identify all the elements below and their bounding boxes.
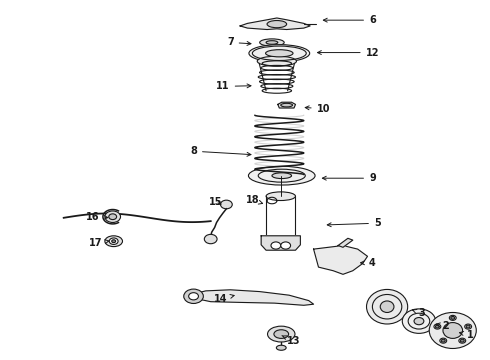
Text: 16: 16 (86, 212, 108, 222)
Ellipse shape (429, 312, 476, 348)
Circle shape (459, 338, 466, 343)
Text: 6: 6 (323, 15, 376, 25)
Circle shape (271, 242, 281, 249)
Text: 11: 11 (216, 81, 251, 91)
Ellipse shape (272, 173, 292, 179)
Circle shape (436, 325, 440, 328)
Ellipse shape (260, 39, 284, 46)
Circle shape (281, 242, 291, 249)
Circle shape (204, 234, 217, 244)
Text: 18: 18 (245, 195, 263, 205)
Ellipse shape (267, 21, 287, 28)
Text: 8: 8 (190, 146, 251, 156)
Circle shape (441, 339, 445, 342)
Ellipse shape (257, 56, 296, 66)
Ellipse shape (276, 345, 286, 350)
Polygon shape (240, 18, 310, 30)
Polygon shape (314, 246, 368, 274)
Ellipse shape (189, 293, 198, 300)
Text: 17: 17 (89, 238, 109, 248)
Ellipse shape (105, 211, 121, 222)
Polygon shape (278, 102, 295, 108)
Ellipse shape (443, 323, 463, 338)
Ellipse shape (266, 192, 295, 201)
Ellipse shape (274, 330, 289, 338)
Text: 12: 12 (318, 48, 379, 58)
Circle shape (112, 240, 116, 243)
Text: 3: 3 (413, 308, 425, 318)
Ellipse shape (109, 238, 118, 244)
Circle shape (451, 316, 455, 319)
Ellipse shape (266, 41, 278, 44)
Polygon shape (261, 236, 300, 250)
Text: 10: 10 (305, 104, 330, 114)
Polygon shape (338, 238, 353, 247)
Text: 5: 5 (327, 218, 381, 228)
Circle shape (465, 324, 471, 329)
Circle shape (466, 325, 470, 328)
Ellipse shape (266, 50, 293, 57)
Ellipse shape (414, 318, 424, 325)
Ellipse shape (109, 214, 117, 220)
Circle shape (440, 338, 447, 343)
Ellipse shape (184, 289, 203, 303)
Text: 1: 1 (460, 330, 474, 340)
Text: 4: 4 (361, 258, 376, 268)
Ellipse shape (268, 326, 295, 342)
Ellipse shape (367, 289, 408, 324)
Text: 14: 14 (214, 294, 234, 304)
Ellipse shape (248, 166, 315, 185)
Ellipse shape (281, 103, 293, 107)
Circle shape (434, 324, 441, 329)
Circle shape (460, 339, 464, 342)
Text: 13: 13 (282, 336, 301, 346)
Text: 2: 2 (436, 321, 449, 331)
Ellipse shape (249, 45, 310, 62)
Text: 7: 7 (227, 37, 251, 48)
Ellipse shape (380, 301, 394, 312)
Ellipse shape (402, 309, 436, 333)
Circle shape (220, 200, 232, 209)
Ellipse shape (105, 236, 122, 247)
Polygon shape (191, 290, 314, 305)
Text: 9: 9 (322, 173, 376, 183)
Circle shape (449, 315, 456, 320)
Text: 15: 15 (209, 197, 222, 207)
